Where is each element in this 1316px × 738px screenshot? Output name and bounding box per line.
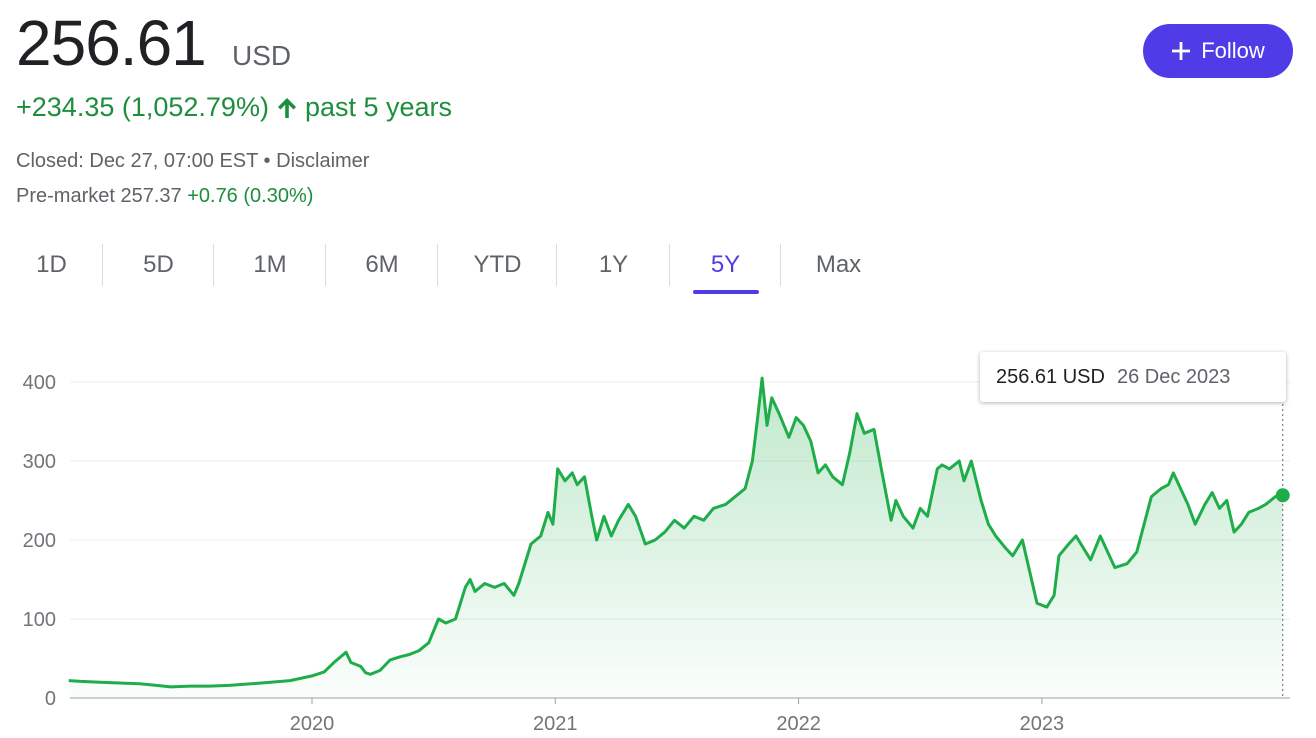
status: Closed: Dec 27, 07:00 EST • <box>16 150 271 172</box>
premarket-row: Pre-market 257.37 +0.76 (0.30%) <box>16 185 313 208</box>
currency: USD <box>232 40 292 71</box>
price-line <box>68 376 1284 689</box>
change-row: +234.35 (1,052.79%) past 5 years <box>16 92 452 123</box>
range-tab[interactable]: 5Y <box>670 240 781 294</box>
tab-label: 6M <box>365 251 399 278</box>
y-tick-label: 400 <box>23 372 56 394</box>
tab-label: YTD <box>473 251 522 278</box>
follow-label: Follow <box>1201 38 1265 63</box>
range-tab[interactable]: 6M <box>326 240 438 290</box>
range-tab[interactable]: YTD <box>438 240 557 290</box>
area-fill <box>68 378 1283 698</box>
range-tab[interactable]: Max <box>781 240 896 290</box>
follow-button[interactable]: Follow <box>1143 24 1293 78</box>
x-tick-label: 2023 <box>1020 713 1065 735</box>
y-tick-label: 100 <box>23 609 56 631</box>
tab-underline <box>692 290 759 294</box>
range-tab[interactable]: 1M <box>214 240 326 290</box>
range-tabs: 1D 5D 1M 6M YTD 1Y 5Y Max <box>0 240 896 296</box>
y-tick-label: 0 <box>45 688 56 710</box>
x-tick-label: 2020 <box>290 713 335 735</box>
x-tick-label: 2022 <box>776 713 821 735</box>
range-tab[interactable]: 1Y <box>557 240 670 290</box>
period: past 5 years <box>304 92 453 122</box>
status-row: Closed: Dec 27, 07:00 EST • Disclaimer <box>16 150 369 173</box>
up-arrow <box>277 97 296 118</box>
price: 256.61 <box>16 7 207 79</box>
premarket-change: +0.76 (0.30%) <box>187 185 314 207</box>
tab-label: 5D <box>143 251 174 278</box>
tab-label: 1D <box>36 251 67 278</box>
y-tick-label: 300 <box>23 451 56 473</box>
change: +234.35 (1,052.79%) <box>16 92 269 122</box>
tooltip: 256.61 USD 26 Dec 2023 <box>980 352 1286 402</box>
tab-label: 5Y <box>710 251 741 278</box>
tab-label: Max <box>815 251 862 278</box>
range-tab[interactable]: 5D <box>103 240 214 290</box>
premarket: Pre-market 257.37 <box>16 185 182 207</box>
tab-label: 1Y <box>598 251 629 278</box>
range-tab[interactable]: 1D <box>0 240 103 290</box>
tooltip-price: 256.61 USD <box>996 365 1105 388</box>
plus-icon <box>1172 42 1191 60</box>
last-point <box>1275 488 1290 503</box>
y-tick-label: 200 <box>23 530 56 552</box>
tab-label: 1M <box>253 251 287 278</box>
x-tick-label: 2021 <box>533 713 578 735</box>
disclaimer-link[interactable]: Disclaimer <box>276 150 370 172</box>
tooltip-date: 26 Dec 2023 <box>1116 365 1231 388</box>
